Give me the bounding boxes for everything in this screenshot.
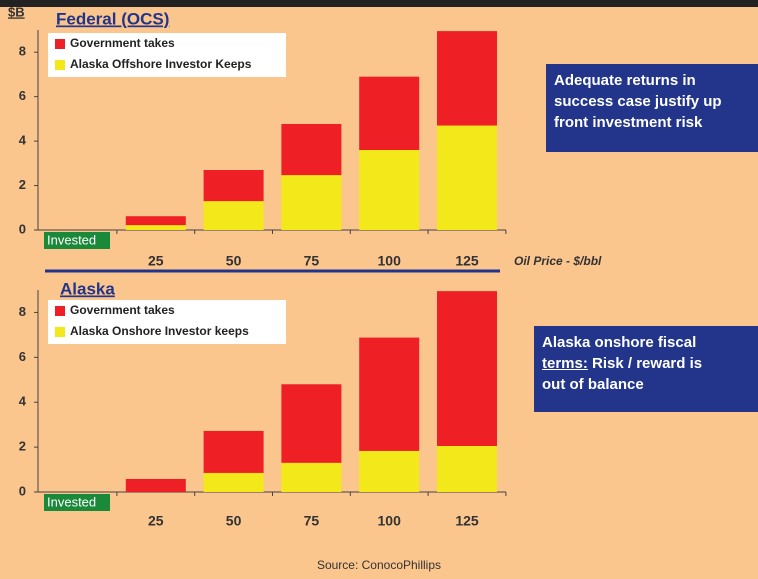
legend-swatch <box>55 327 65 337</box>
x-tick-label: 50 <box>226 513 242 529</box>
bar-segment <box>203 201 264 230</box>
bar-segment <box>359 337 420 451</box>
x-tick-label: 50 <box>226 253 242 269</box>
legend-swatch <box>55 60 65 70</box>
callout-text: Risk / reward is <box>592 355 703 372</box>
bar-segment <box>359 150 420 230</box>
callout-line: Adequate returns in <box>554 72 696 89</box>
bar-segment <box>125 216 186 226</box>
source: Source: ConocoPhillips <box>317 558 441 572</box>
bar-segment <box>203 170 264 202</box>
legend-swatch <box>55 306 65 316</box>
callout-2: Alaska onshore fiscal terms: Risk / rewa… <box>534 326 758 412</box>
top-bar <box>0 0 758 7</box>
bar-segment <box>281 124 342 176</box>
y-tick-label: 2 <box>19 177 26 192</box>
bar-segment <box>281 175 342 230</box>
bar-segment <box>281 384 342 463</box>
callout-1: Adequate returns in success case justify… <box>546 64 758 152</box>
x-tick-label: Invested <box>47 494 96 509</box>
bar-segment <box>359 450 420 492</box>
x-tick-label: 25 <box>148 513 164 529</box>
y-tick-label: 4 <box>19 133 27 148</box>
chart-title: Alaska <box>60 279 115 298</box>
x-tick-label: 100 <box>378 253 402 269</box>
legend-label: Government takes <box>70 36 175 50</box>
x-tick-label: 75 <box>304 513 320 529</box>
x-tick-label: Invested <box>47 232 96 247</box>
x-axis-label: Oil Price - $/bbl <box>514 254 602 268</box>
legend-swatch <box>55 39 65 49</box>
bar-segment <box>203 430 264 473</box>
legend-label: Government takes <box>70 303 175 317</box>
bar-segment <box>125 225 186 230</box>
bar-segment <box>125 478 186 492</box>
callout-line: success case justify up <box>554 93 722 110</box>
callout-underlined: terms: <box>542 355 588 372</box>
x-tick-label: 100 <box>378 513 402 529</box>
y-tick-label: 6 <box>19 349 26 364</box>
legend-box <box>48 300 286 344</box>
x-tick-label: 125 <box>455 253 479 269</box>
x-tick-label: 25 <box>148 253 164 269</box>
y-axis-label: $B <box>8 4 25 19</box>
y-tick-label: 0 <box>19 221 26 236</box>
bar-segment <box>281 462 342 492</box>
legend-label: Alaska Onshore Investor keeps <box>70 324 249 338</box>
chart-title: Federal (OCS) <box>56 9 169 28</box>
bar-segment <box>203 472 264 492</box>
bar-segment <box>437 291 497 446</box>
y-tick-label: 4 <box>19 394 27 409</box>
bar-segment <box>437 31 497 126</box>
callout-line: front investment risk <box>554 114 703 131</box>
invested-box <box>44 232 110 249</box>
invested-box <box>44 494 110 511</box>
legend-box <box>48 33 286 77</box>
y-tick-label: 8 <box>19 304 26 319</box>
y-tick-label: 6 <box>19 88 26 103</box>
callout-line: terms: Risk / reward is <box>542 353 750 374</box>
legend-label: Alaska Offshore Investor Keeps <box>70 57 252 71</box>
callout-line: Alaska onshore fiscal <box>542 334 697 351</box>
y-tick-label: 8 <box>19 44 26 59</box>
x-tick-label: 125 <box>455 513 479 529</box>
y-tick-label: 0 <box>19 483 26 498</box>
bar-segment <box>437 445 497 492</box>
bar-segment <box>437 125 497 230</box>
bar-segment <box>359 76 420 150</box>
x-tick-label: 75 <box>304 253 320 269</box>
callout-line: out of balance <box>542 376 644 393</box>
y-tick-label: 2 <box>19 439 26 454</box>
